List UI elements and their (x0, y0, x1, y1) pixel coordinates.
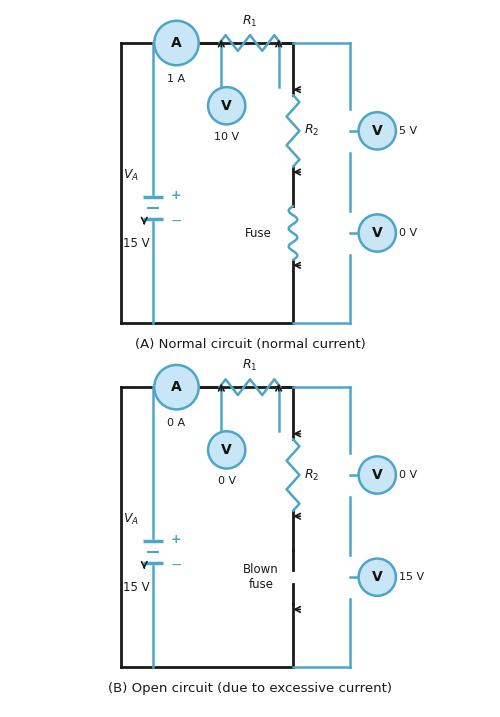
Circle shape (358, 112, 396, 150)
Text: $R_1$: $R_1$ (242, 14, 258, 29)
Text: V: V (372, 468, 382, 482)
Circle shape (358, 559, 396, 596)
Text: V: V (222, 443, 232, 457)
Text: 0 V: 0 V (218, 476, 236, 486)
Text: 15 V: 15 V (400, 572, 424, 582)
Text: +: + (170, 189, 181, 202)
Circle shape (208, 87, 246, 125)
Text: 0 V: 0 V (400, 228, 417, 238)
Text: Fuse: Fuse (244, 227, 272, 239)
Circle shape (154, 21, 198, 65)
Text: V: V (372, 124, 382, 138)
Circle shape (154, 365, 198, 409)
Text: $R_1$: $R_1$ (242, 358, 258, 373)
Text: 0 V: 0 V (400, 470, 417, 480)
Text: Blown
fuse: Blown fuse (243, 563, 278, 592)
Text: $V_A$: $V_A$ (122, 168, 138, 183)
Circle shape (208, 431, 246, 469)
Text: 15 V: 15 V (122, 581, 150, 594)
Text: −: − (170, 214, 182, 227)
Text: (B) Open circuit (due to excessive current): (B) Open circuit (due to excessive curre… (108, 683, 392, 695)
Text: 5 V: 5 V (400, 126, 417, 136)
Text: $R_2$: $R_2$ (304, 123, 319, 138)
Text: 10 V: 10 V (214, 132, 240, 142)
Circle shape (358, 214, 396, 252)
Text: 15 V: 15 V (122, 237, 150, 250)
Text: V: V (372, 226, 382, 240)
Text: $R_2$: $R_2$ (304, 467, 319, 483)
Text: V: V (222, 99, 232, 113)
Text: −: − (170, 558, 182, 571)
Circle shape (358, 456, 396, 493)
Text: 0 A: 0 A (168, 418, 186, 428)
Text: V: V (372, 570, 382, 584)
Text: A: A (171, 36, 182, 50)
Text: (A) Normal circuit (normal current): (A) Normal circuit (normal current) (134, 338, 366, 351)
Text: $V_A$: $V_A$ (122, 512, 138, 527)
Text: A: A (171, 380, 182, 394)
Text: +: + (170, 533, 181, 546)
Text: 1 A: 1 A (168, 74, 186, 84)
